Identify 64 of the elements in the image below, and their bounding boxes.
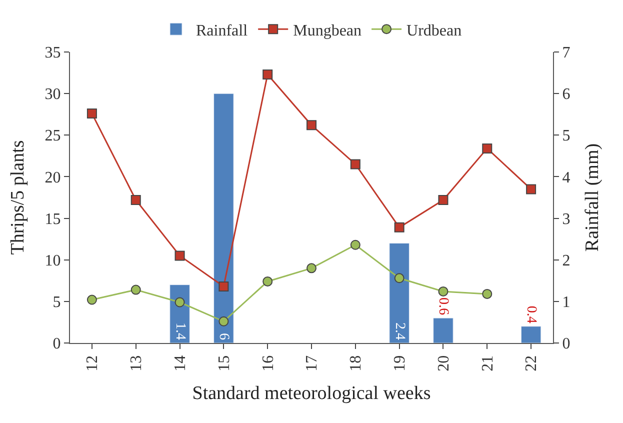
y2-tick-label: 2 (562, 252, 570, 270)
point (86, 108, 97, 119)
point (262, 276, 273, 286)
x-tick-label: 18 (348, 355, 365, 372)
x-tick-label: 13 (128, 355, 146, 372)
bar (389, 242, 410, 343)
point (174, 250, 185, 261)
y-tick-label: 15 (44, 210, 61, 228)
point (350, 159, 360, 170)
x-tick-label: 21 (479, 355, 496, 372)
data-label: 2.4 (392, 322, 407, 340)
data-label: 1.4 (172, 322, 188, 340)
point (438, 194, 448, 205)
y-tick-label: 35 (44, 44, 61, 62)
data-label: 0.4 (524, 306, 539, 324)
x-axis-title: Standard meteorological weeks (192, 383, 431, 404)
point (482, 288, 492, 299)
y2-tick-label: 6 (562, 86, 570, 104)
y2-tick-label: 4 (562, 169, 570, 186)
point (130, 284, 141, 295)
y2-tick-label: 0 (562, 336, 570, 353)
y2-axis-title: Rainfall (mm) (582, 143, 603, 252)
x-tick-label: 16 (260, 355, 277, 372)
y-axis-title: Thrips/5 plants (8, 140, 29, 255)
data-label: 0.6 (436, 298, 451, 316)
bar (214, 93, 234, 343)
y2-tick-label: 7 (562, 44, 570, 62)
legend-label: Mungbean (293, 22, 362, 40)
point (306, 120, 316, 130)
point (394, 222, 404, 232)
y-tick-label: 20 (44, 169, 61, 186)
x-tick-label: 14 (172, 355, 189, 372)
y2-tick-label: 3 (562, 210, 570, 228)
point (86, 294, 97, 305)
point (438, 286, 448, 296)
legend-label: Urdbean (406, 22, 462, 40)
point (526, 184, 536, 194)
point (174, 297, 185, 308)
x-tick-label: 15 (216, 355, 233, 372)
y2-tick-label: 1 (562, 294, 570, 312)
legend-label: Rainfall (196, 22, 248, 40)
y2-tick-label: 5 (562, 128, 570, 145)
y-tick-label: 5 (52, 294, 61, 312)
y-tick-label: 30 (44, 86, 61, 104)
x-tick-label: 22 (523, 355, 540, 372)
bar (433, 318, 454, 343)
data-label: 6 (216, 333, 232, 340)
y-tick-label: 25 (44, 128, 61, 145)
point (350, 240, 360, 250)
point (130, 194, 141, 205)
x-tick-label: 20 (435, 355, 452, 372)
point (306, 263, 316, 274)
point (218, 281, 229, 292)
point (394, 273, 404, 284)
point (262, 69, 273, 80)
x-tick-label: 17 (304, 355, 321, 372)
bar (170, 284, 190, 343)
y-tick-label: 0 (52, 336, 61, 353)
x-tick-label: 12 (84, 355, 102, 372)
point (482, 143, 492, 154)
point (218, 316, 229, 326)
bar (520, 326, 542, 343)
y-tick-label: 10 (44, 252, 61, 270)
x-tick-label: 19 (392, 355, 409, 372)
